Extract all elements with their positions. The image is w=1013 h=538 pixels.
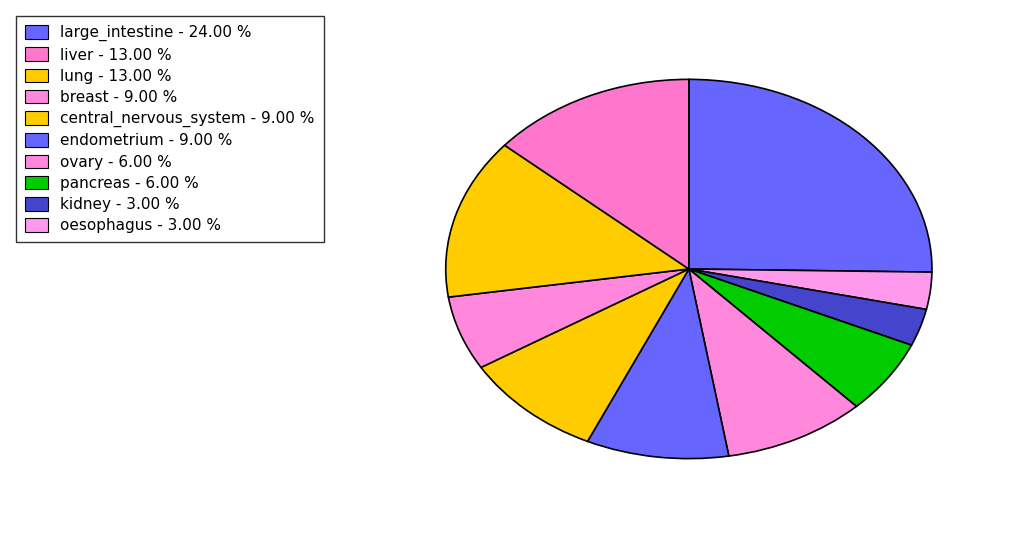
- Legend: large_intestine - 24.00 %, liver - 13.00 %, lung - 13.00 %, breast - 9.00 %, cen: large_intestine - 24.00 %, liver - 13.00…: [16, 16, 323, 242]
- Wedge shape: [588, 269, 729, 458]
- Wedge shape: [689, 269, 926, 345]
- Wedge shape: [689, 269, 856, 456]
- Wedge shape: [481, 269, 689, 441]
- Wedge shape: [689, 269, 932, 309]
- Wedge shape: [689, 269, 912, 406]
- Wedge shape: [446, 145, 689, 297]
- Wedge shape: [689, 80, 932, 272]
- Wedge shape: [504, 80, 689, 269]
- Wedge shape: [449, 269, 689, 367]
